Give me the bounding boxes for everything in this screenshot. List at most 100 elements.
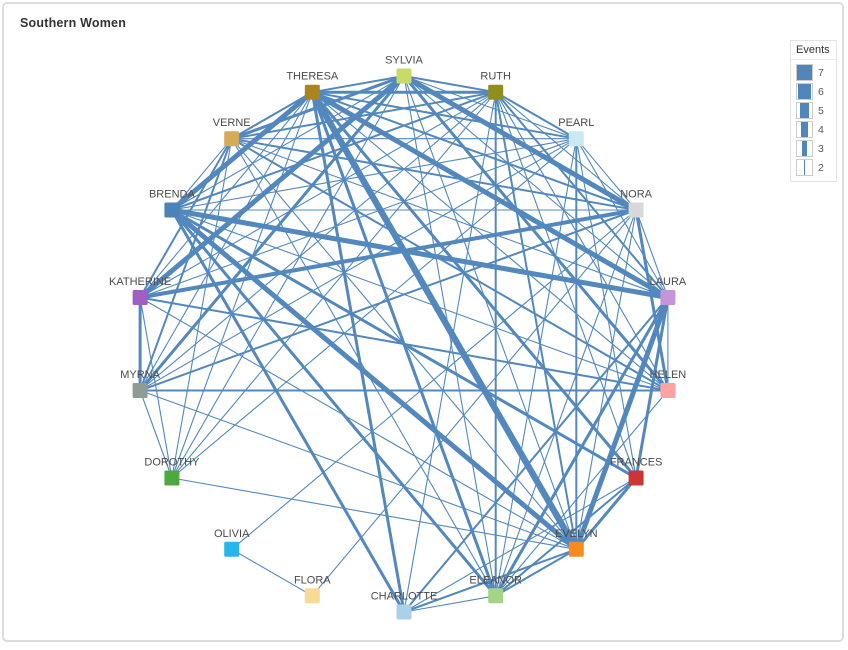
node-label-olivia: OLIVIA bbox=[214, 528, 250, 540]
edge-evelyn-ruth bbox=[494, 92, 578, 550]
edge-ruth-sylvia bbox=[403, 75, 496, 94]
node-katherine[interactable] bbox=[132, 290, 148, 305]
edge-evelyn-eleanor bbox=[495, 548, 577, 597]
node-sylvia[interactable] bbox=[396, 68, 412, 84]
node-brenda[interactable] bbox=[164, 202, 180, 218]
edge-laura-pearl bbox=[575, 138, 669, 298]
edge-charlotte-frances bbox=[403, 477, 637, 613]
legend-bar-icon bbox=[803, 160, 806, 175]
node-label-myrna: MYRNA bbox=[120, 369, 160, 381]
node-dorothy[interactable] bbox=[164, 470, 180, 486]
node-laura[interactable] bbox=[660, 290, 676, 305]
legend-value: 5 bbox=[818, 104, 824, 117]
edge-eleanor-helen bbox=[495, 390, 669, 597]
edge-nora-olivia bbox=[231, 209, 637, 550]
edge-laura-verne bbox=[231, 138, 669, 299]
edge-olivia-flora bbox=[231, 548, 313, 597]
edge-ruth-verne bbox=[231, 91, 496, 140]
edge-frances-ruth bbox=[495, 92, 637, 479]
node-eleanor[interactable] bbox=[488, 588, 504, 604]
edge-frances-pearl bbox=[575, 138, 637, 479]
node-theresa[interactable] bbox=[304, 84, 320, 100]
edge-verne-nora bbox=[231, 137, 637, 211]
node-olivia[interactable] bbox=[224, 541, 240, 557]
node-label-evelyn: EVELYN bbox=[555, 528, 598, 540]
edge-katherine-dorothy bbox=[139, 297, 173, 479]
legend-value: 3 bbox=[818, 142, 824, 155]
edge-pearl-myrna bbox=[139, 138, 577, 391]
edge-theresa-verne bbox=[231, 91, 313, 140]
edge-laura-sylvia bbox=[403, 75, 669, 298]
edge-brenda-sylvia bbox=[171, 75, 405, 211]
edge-ruth-nora bbox=[495, 91, 637, 211]
edge-pearl-nora bbox=[575, 138, 637, 211]
edge-evelyn-myrna bbox=[139, 389, 577, 550]
edge-sylvia-helen bbox=[402, 75, 670, 392]
node-ruth[interactable] bbox=[488, 84, 504, 100]
legend-width-swatch bbox=[796, 140, 813, 157]
legend-item-3[interactable]: 3 bbox=[791, 139, 836, 158]
edge-ruth-dorothy bbox=[171, 91, 497, 479]
edge-evelyn-sylvia bbox=[403, 75, 577, 550]
edge-laura-theresa bbox=[311, 90, 670, 300]
edge-ruth-myrna bbox=[139, 91, 497, 391]
edge-laura-charlotte bbox=[403, 296, 669, 613]
node-label-sylvia: SYLVIA bbox=[385, 55, 423, 67]
node-charlotte[interactable] bbox=[396, 604, 412, 620]
network-graph: SYLVIA RUTH PEARL NORA LAURA HELEN FRANCES EVEL… bbox=[109, 55, 687, 620]
edge-brenda-ruth bbox=[171, 91, 497, 211]
edge-brenda-pearl bbox=[171, 138, 577, 211]
legend-item-6[interactable]: 6 bbox=[791, 82, 836, 101]
edge-evelyn-dorothy bbox=[171, 477, 577, 550]
node-label-theresa: THERESA bbox=[286, 71, 339, 83]
legend-value: 4 bbox=[818, 123, 824, 136]
edge-katherine-sylvia bbox=[138, 74, 406, 300]
node-myrna[interactable] bbox=[132, 383, 148, 398]
node-verne[interactable] bbox=[224, 131, 240, 147]
edge-verne-helen bbox=[231, 137, 669, 392]
legend-item-2[interactable]: 2 bbox=[791, 158, 836, 177]
edge-theresa-pearl bbox=[312, 91, 577, 140]
legend-value: 6 bbox=[818, 85, 824, 98]
node-label-dorothy: DOROTHY bbox=[144, 457, 200, 469]
node-flora[interactable] bbox=[304, 588, 320, 604]
legend-bar-icon bbox=[798, 84, 811, 99]
edge-theresa-nora bbox=[311, 91, 637, 211]
edge-sylvia-dorothy bbox=[171, 75, 405, 479]
node-frances[interactable] bbox=[628, 470, 644, 486]
edge-frances-eleanor bbox=[495, 477, 637, 597]
legend-bar-icon bbox=[797, 65, 812, 80]
edge-theresa-sylvia bbox=[312, 75, 405, 94]
edge-brenda-verne bbox=[171, 138, 233, 211]
node-label-eleanor: ELEANOR bbox=[469, 574, 522, 586]
edge-evelyn-frances bbox=[575, 477, 638, 551]
node-helen[interactable] bbox=[660, 383, 676, 398]
node-label-charlotte: CHARLOTTE bbox=[371, 591, 438, 603]
legend-bar-icon bbox=[799, 103, 810, 118]
legend-item-4[interactable]: 4 bbox=[791, 120, 836, 139]
legend-title: Events bbox=[791, 41, 836, 60]
legend-item-5[interactable]: 5 bbox=[791, 101, 836, 120]
edge-nora-flora bbox=[311, 209, 637, 597]
node-label-frances: FRANCES bbox=[610, 457, 663, 469]
legend-item-7[interactable]: 7 bbox=[791, 63, 836, 82]
edge-verne-sylvia bbox=[231, 74, 405, 141]
node-label-nora: NORA bbox=[620, 189, 652, 201]
edge-evelyn-laura bbox=[573, 296, 671, 551]
chart-panel: Southern Women SYLVIA RUTH PEARL NORA LAURA H… bbox=[2, 2, 844, 642]
edge-laura-brenda bbox=[171, 207, 669, 300]
edge-ruth-katherine bbox=[139, 91, 496, 298]
node-pearl[interactable] bbox=[568, 131, 584, 147]
edge-theresa-katherine bbox=[139, 91, 313, 298]
node-nora[interactable] bbox=[628, 202, 644, 218]
edge-eleanor-verne bbox=[231, 138, 497, 597]
edge-nora-helen bbox=[634, 209, 670, 391]
edge-verne-myrna bbox=[139, 138, 233, 391]
node-label-ruth: RUTH bbox=[480, 71, 511, 83]
edge-katherine-helen bbox=[139, 296, 669, 392]
edge-evelyn-brenda bbox=[170, 208, 578, 552]
node-evelyn[interactable] bbox=[568, 541, 584, 557]
edge-evelyn-theresa bbox=[309, 90, 580, 551]
node-label-verne: VERNE bbox=[213, 117, 251, 129]
node-label-laura: LAURA bbox=[650, 276, 687, 288]
